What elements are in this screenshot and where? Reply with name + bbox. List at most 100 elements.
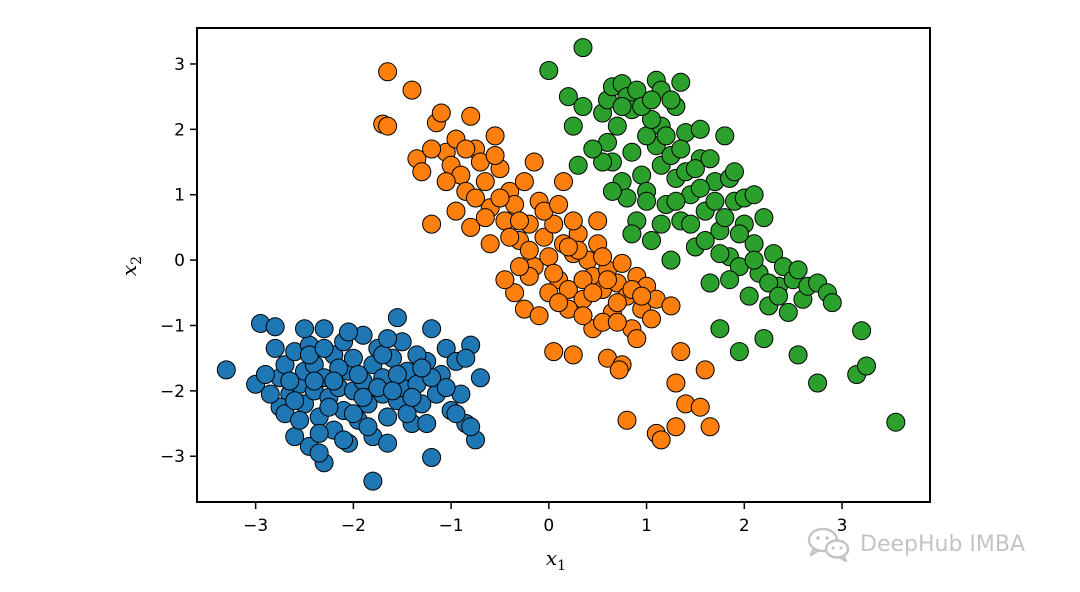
data-point (769, 286, 788, 306)
x-tick-label: 2 (739, 516, 750, 536)
data-point (632, 286, 652, 306)
data-point (456, 139, 476, 159)
data-point (412, 162, 432, 182)
data-point (524, 152, 544, 172)
data-point (617, 410, 637, 430)
watermark-text: DeepHub IMBA (860, 531, 1026, 557)
data-point (598, 270, 617, 290)
data-point (387, 308, 407, 328)
data-point (290, 410, 310, 430)
data-point (558, 280, 578, 299)
data-point (309, 423, 329, 443)
data-point (651, 214, 671, 234)
data-point (857, 356, 876, 376)
data-point (759, 273, 779, 293)
data-point (402, 387, 422, 407)
data-point (295, 319, 314, 339)
data-point (607, 116, 627, 136)
data-point (754, 208, 774, 228)
data-point (642, 110, 661, 129)
data-point (514, 172, 534, 192)
data-point (700, 149, 720, 169)
y-axis-label: x2 (117, 256, 145, 276)
data-point (466, 188, 485, 208)
data-point (666, 191, 686, 211)
x-tick-label: −1 (439, 516, 464, 536)
data-point (383, 381, 402, 401)
data-point (402, 80, 422, 100)
data-point (544, 263, 564, 283)
data-point (754, 329, 774, 349)
data-point (539, 247, 559, 267)
data-point (612, 253, 632, 273)
x-tick-label: −3 (243, 516, 268, 536)
data-point (378, 62, 398, 82)
data-point (544, 342, 564, 362)
data-point (822, 293, 842, 313)
data-point (314, 338, 334, 358)
data-point (563, 211, 583, 231)
data-point (666, 417, 686, 437)
x-axis-ticks: −3 −2 −1 0 1 2 3 (243, 502, 847, 536)
data-point (265, 338, 285, 358)
data-point (744, 185, 764, 205)
data-point (534, 227, 554, 247)
x-axis-label-subscript: 1 (557, 558, 566, 574)
data-point (461, 417, 481, 437)
data-point (788, 345, 808, 365)
y-axis-label-main: x (117, 265, 141, 276)
data-point (309, 443, 329, 463)
data-point (705, 191, 725, 211)
data-point (378, 329, 398, 349)
data-point (661, 90, 681, 110)
data-point (700, 417, 720, 437)
watermark: DeepHub IMBA (806, 524, 1025, 564)
x-tick-label: −2 (341, 516, 366, 536)
data-point (573, 306, 593, 326)
data-point (422, 448, 442, 467)
data-point (690, 178, 710, 198)
data-point (285, 391, 305, 411)
data-point (422, 319, 442, 339)
data-point (642, 309, 661, 329)
data-point (539, 61, 559, 80)
data-point (573, 38, 593, 58)
data-point (436, 172, 456, 192)
y-tick-label: −1 (160, 316, 185, 336)
data-point (583, 283, 603, 303)
data-point (715, 208, 735, 228)
data-point (461, 217, 481, 237)
data-point (573, 97, 593, 116)
data-point (485, 146, 505, 165)
data-point (666, 373, 686, 393)
wechat-bubbles-icon (807, 527, 850, 563)
y-tick-label: 2 (174, 120, 185, 140)
data-point (671, 139, 691, 159)
y-tick-label: −3 (160, 447, 185, 467)
data-point (690, 119, 710, 139)
data-point (744, 250, 764, 270)
plot-frame (196, 27, 931, 503)
data-point (397, 404, 417, 424)
data-point (378, 116, 398, 136)
data-point (529, 306, 549, 326)
data-point (319, 397, 339, 417)
data-point (695, 360, 715, 380)
data-point (609, 360, 629, 380)
data-point (710, 244, 730, 264)
data-point (436, 378, 456, 398)
x-tick-label: 1 (641, 516, 652, 536)
data-point (495, 270, 515, 290)
data-point (642, 231, 661, 250)
data-point (602, 181, 622, 201)
data-point (334, 430, 354, 450)
data-point (681, 214, 701, 234)
data-point (505, 283, 525, 303)
data-point (216, 360, 236, 380)
data-point (588, 211, 608, 231)
data-point (255, 365, 275, 384)
data-point (378, 433, 398, 453)
data-point (563, 116, 583, 136)
y-tick-label: −2 (160, 382, 185, 402)
